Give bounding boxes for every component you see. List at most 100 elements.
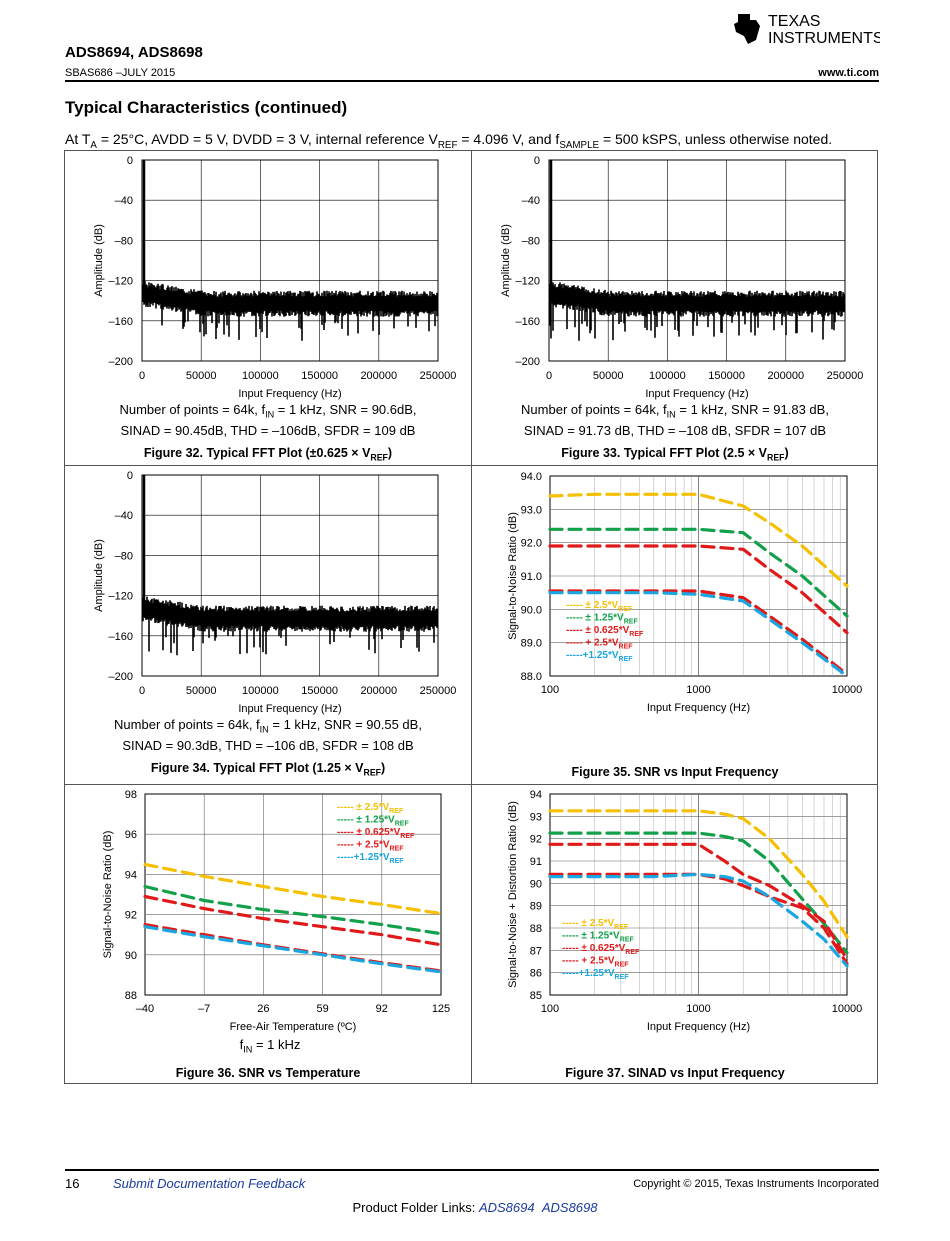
ti-logo-icon (734, 14, 760, 44)
y-tick-label: 90 (530, 878, 542, 890)
legend-entry-2: ----- ± 0.625*VREF (337, 827, 415, 840)
ti-brand-line2: INSTRUMENTS (768, 30, 880, 46)
document-id: SBAS686 –JULY 2015 (65, 67, 176, 79)
x-tick-label: 250000 (420, 685, 457, 697)
fig32-caption: Figure 32. Typical FFT Plot (±0.625 × VR… (143, 446, 393, 463)
y-tick-label: 96 (125, 829, 137, 841)
x-tick-label: 0 (139, 685, 145, 697)
test-conditions: At TA = 25°C, AVDD = 5 V, DVDD = 3 V, in… (65, 131, 833, 151)
y-tick-label: –120 (516, 276, 540, 288)
x-tick-label: 92 (376, 1003, 388, 1015)
y-tick-label: 88 (125, 990, 137, 1002)
y-tick-label: –160 (516, 316, 540, 328)
x-tick-label: 10000 (832, 684, 863, 696)
y-axis-label: Amplitude (dB) (500, 224, 512, 297)
y-tick-label: 86 (530, 968, 542, 980)
fig36-caption: Figure 36. SNR vs Temperature (175, 1066, 361, 1080)
fft-plot-fig34: 0 –40 –80 –120 –160 –200 0 50000 100000 150000 200… (93, 470, 457, 715)
copyright: Copyright © 2015, Texas Instruments Inco… (633, 1178, 879, 1190)
y-tick-label: –80 (522, 235, 540, 247)
legend-entry-1: ----- ± 1.25*VREF (337, 815, 409, 828)
series-line-2 (548, 544, 849, 635)
y-tick-label: 94 (125, 869, 137, 881)
grid-divider-row1 (64, 465, 878, 466)
legend-entry-1: ----- ± 1.25*VREF (562, 931, 634, 944)
y-tick-label: 94 (530, 789, 542, 801)
y-axis-label: Signal-to-Noise Ratio (dB) (102, 831, 114, 959)
y-axis-label: Signal-to-Noise + Distortion Ratio (dB) (507, 801, 519, 988)
page-number: 16 (65, 1176, 80, 1191)
legend-entry-0: ----- ± 2.5*VREF (337, 802, 404, 815)
x-axis-label: Input Frequency (Hz) (647, 702, 750, 714)
x-tick-label: 250000 (827, 370, 864, 382)
x-axis-label: Input Frequency (Hz) (238, 388, 341, 400)
series-line-0 (143, 862, 443, 916)
y-tick-label: 98 (125, 789, 137, 801)
y-tick-label: 0 (534, 155, 540, 167)
fig33-note: Number of points = 64k, fIN = 1 kHz, SNR… (521, 402, 829, 438)
x-tick-label: 0 (139, 370, 145, 382)
y-tick-label: –160 (109, 631, 133, 643)
ti-brand-line1: TEXAS (768, 13, 820, 30)
ti-logo: TEXAS INSTRUMENTS (734, 13, 880, 46)
feedback-link[interactable]: Submit Documentation Feedback (113, 1176, 306, 1191)
series-line-4 (143, 925, 443, 974)
y-tick-label: –160 (109, 316, 133, 328)
y-tick-label: 89.0 (521, 638, 542, 650)
legend-entry-4: -----+1.25*VREF (562, 968, 629, 981)
y-axis-label: Amplitude (dB) (93, 539, 105, 612)
link-ads8698[interactable]: ADS8698 (541, 1200, 598, 1215)
x-tick-label: 10000 (832, 1003, 863, 1015)
header-rule (65, 80, 879, 82)
x-tick-label: 100 (541, 1003, 559, 1015)
footer-rule (65, 1169, 879, 1171)
y-tick-label: 90 (125, 950, 137, 962)
y-tick-label: 91.0 (521, 571, 542, 583)
y-tick-label: 90.0 (521, 604, 542, 616)
y-tick-label: 88.0 (521, 671, 542, 683)
x-tick-label: 150000 (301, 685, 338, 697)
fig33-caption: Figure 33. Typical FFT Plot (2.5 × VREF) (561, 446, 789, 463)
x-tick-label: 125 (432, 1003, 450, 1015)
x-tick-label: 250000 (420, 370, 457, 382)
link-ads8694[interactable]: ADS8694 (478, 1200, 535, 1215)
x-tick-label: 200000 (360, 685, 397, 697)
series-line-0 (548, 809, 849, 939)
x-tick-label: 1000 (686, 684, 710, 696)
y-tick-label: –200 (516, 356, 540, 368)
x-tick-label: 150000 (708, 370, 745, 382)
snr-vs-temperature-plot: 98 96 94 92 90 88–40 –7 26 59 92 125 Free-Air Tempe… (102, 789, 450, 1033)
website-link[interactable]: www.ti.com (818, 67, 879, 79)
y-tick-label: –200 (109, 356, 133, 368)
x-axis-label: Free-Air Temperature (ºC) (230, 1021, 357, 1033)
series-line-3 (548, 872, 849, 966)
grid-divider-vertical (471, 150, 472, 1084)
x-tick-label: 50000 (593, 370, 624, 382)
y-axis-label: Signal-to-Noise Ratio (dB) (507, 512, 519, 640)
fig34-note: Number of points = 64k, fIN = 1 kHz, SNR… (114, 717, 422, 753)
y-tick-label: –120 (109, 591, 133, 603)
fig37-caption: Figure 37. SINAD vs Input Frequency (565, 1066, 785, 1080)
x-axis-label: Input Frequency (Hz) (645, 388, 748, 400)
y-tick-label: 0 (127, 155, 133, 167)
y-tick-label: 92 (125, 910, 137, 922)
y-tick-label: –80 (115, 550, 133, 562)
y-tick-label: 92 (530, 834, 542, 846)
noise-floor (549, 282, 845, 341)
y-tick-label: –120 (109, 276, 133, 288)
x-tick-label: 100000 (242, 685, 279, 697)
series-line-1 (548, 527, 849, 618)
legend-entry-0: ----- ± 2.5*VREF (566, 600, 633, 613)
fig35-caption: Figure 35. SNR vs Input Frequency (571, 765, 779, 779)
fig34-caption: Figure 34. Typical FFT Plot (1.25 × VREF… (150, 761, 386, 778)
plot-area (144, 793, 442, 996)
y-tick-label: 93 (530, 811, 542, 823)
y-tick-label: –200 (109, 671, 133, 683)
y-tick-label: –40 (115, 510, 133, 522)
legend-entry-3: ----- + 2.5*VREF (337, 840, 404, 853)
grid-divider-row2 (64, 784, 878, 785)
part-numbers: ADS8694, ADS8698 (65, 44, 203, 61)
legend-entry-1: ----- ± 1.25*VREF (566, 613, 638, 626)
series-line-4 (548, 591, 849, 678)
